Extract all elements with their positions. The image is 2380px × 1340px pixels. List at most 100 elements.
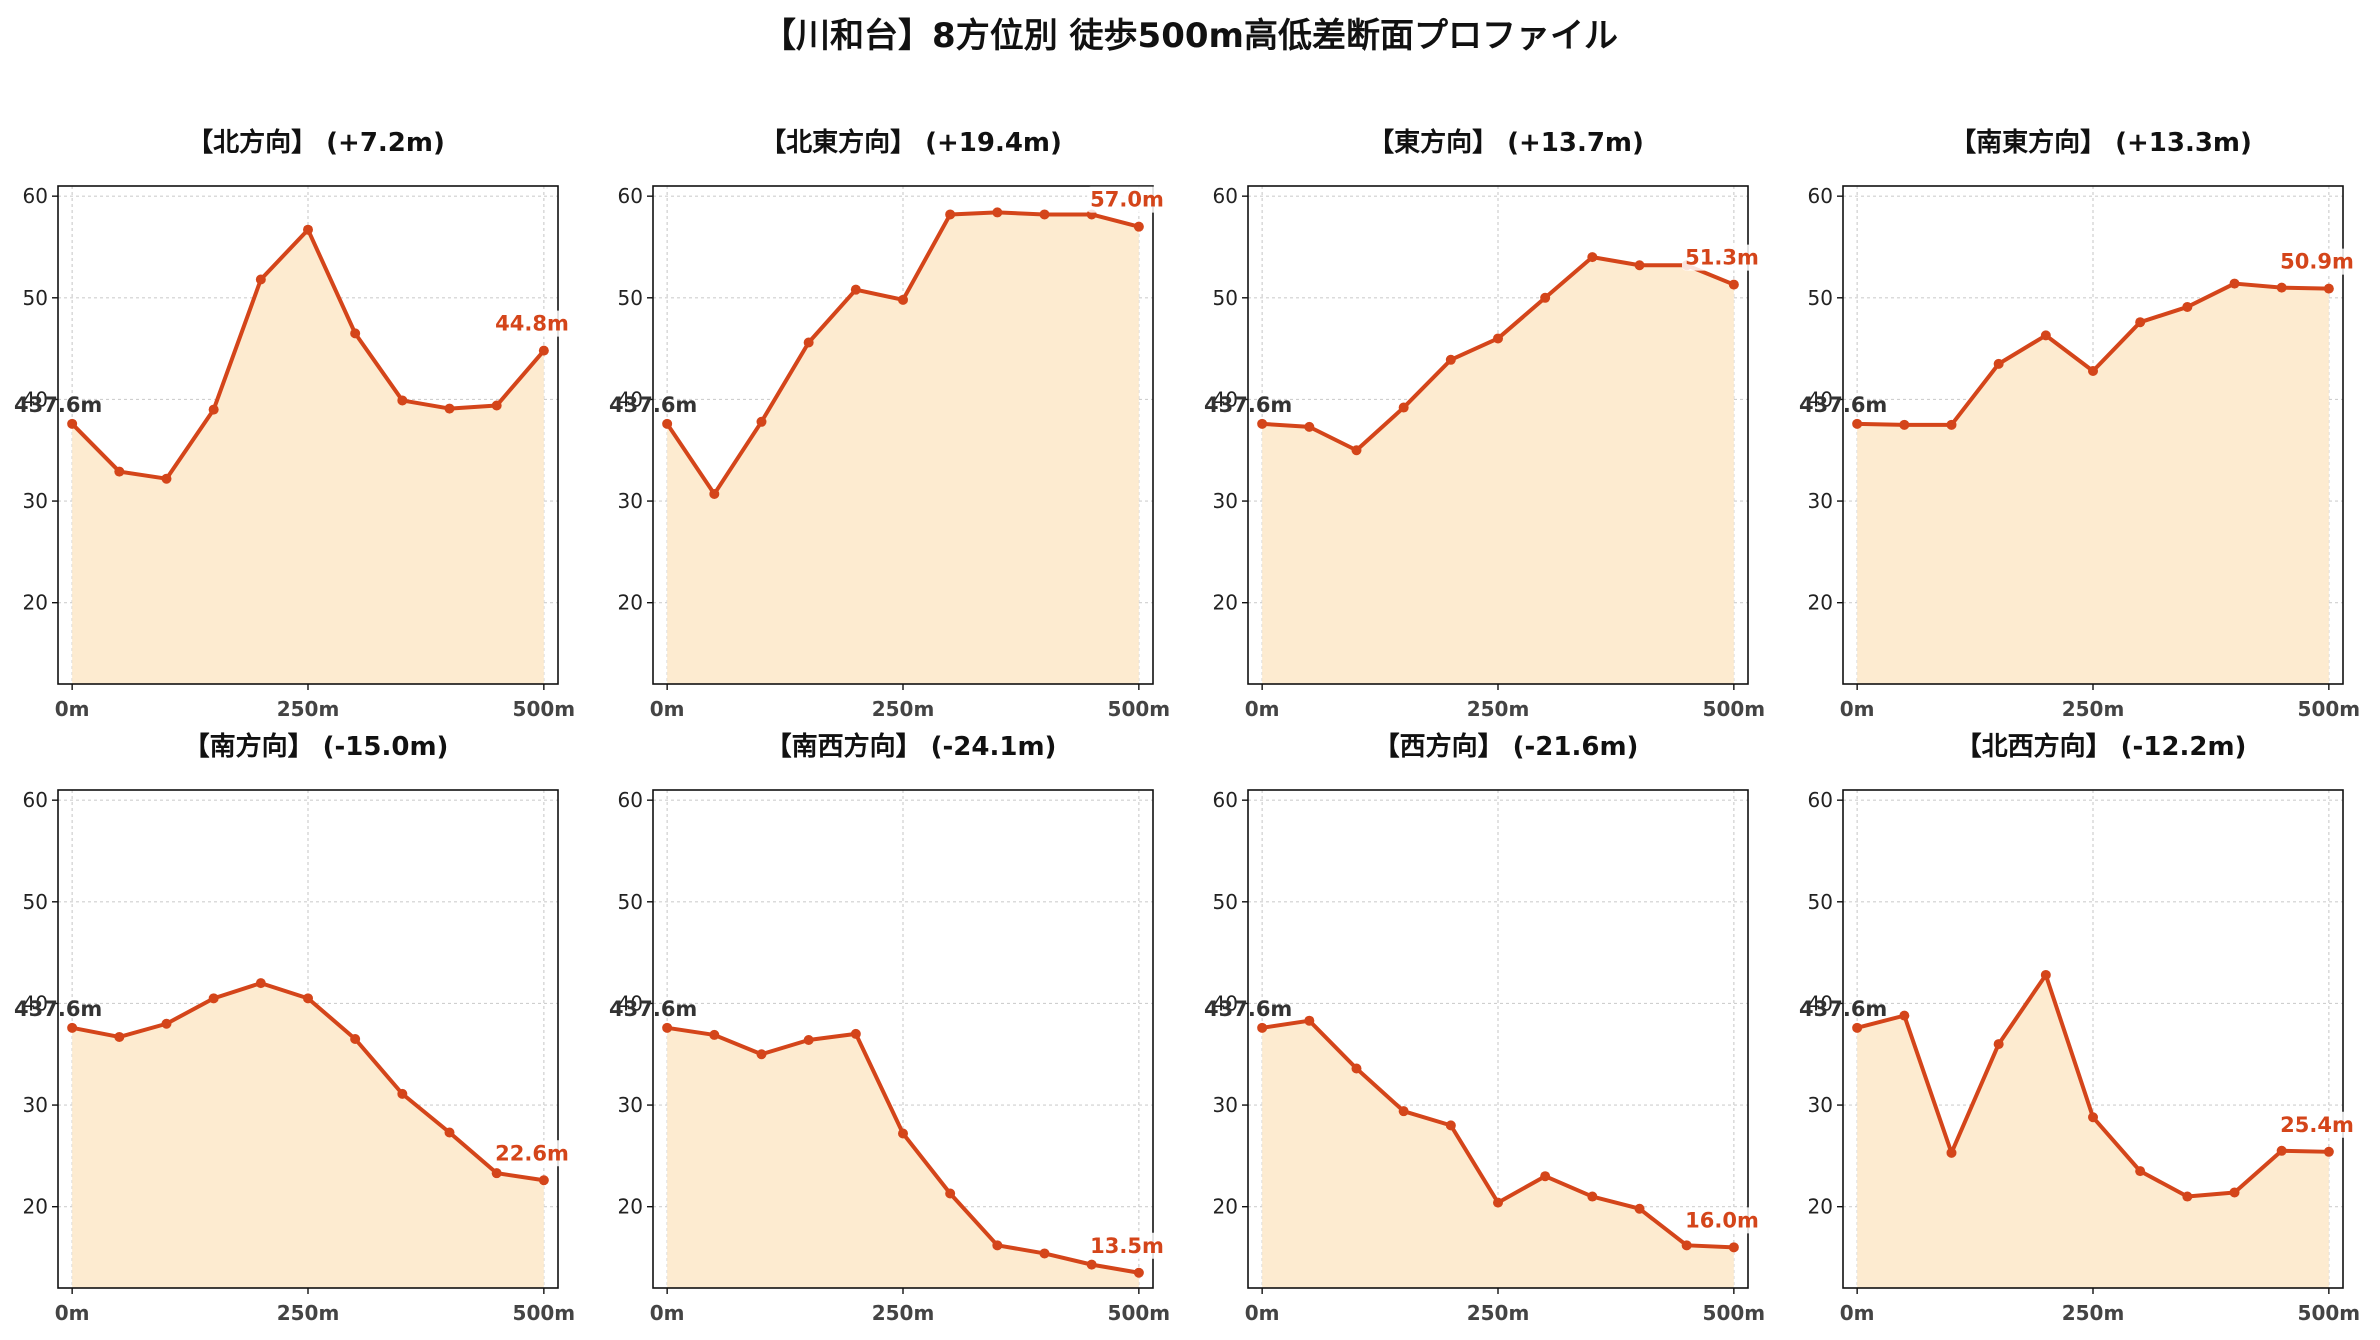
data-point	[945, 209, 956, 220]
data-point	[67, 1022, 78, 1033]
elevation-area	[1262, 1020, 1734, 1288]
end-label-box	[1682, 1207, 1762, 1234]
panel-title: 【北東方向】 (+19.4m)	[760, 128, 1062, 158]
data-point	[756, 1049, 767, 1060]
y-tick-label: 20	[618, 1195, 643, 1219]
data-point	[397, 1088, 408, 1099]
profile-chart-northwest: 20 30 40 50 60 0m 250m 500m 437.6m 25.4m	[1799, 788, 2359, 1325]
y-tick-label: 60	[23, 184, 48, 208]
y-tick-label: 50	[1213, 890, 1238, 914]
end-elevation-label: 57.0m	[1090, 188, 1164, 212]
data-point	[1634, 260, 1645, 271]
y-tick-label: 60	[1808, 788, 1833, 812]
data-point	[2135, 1166, 2146, 1177]
end-label-box	[2277, 248, 2357, 275]
data-point	[538, 1175, 549, 1186]
y-tick-label: 40	[23, 387, 48, 411]
start-elevation-label: 437.6m	[1204, 393, 1292, 417]
x-tick-label: 250m	[1467, 1301, 1530, 1325]
data-point	[208, 404, 219, 415]
data-point	[350, 1034, 361, 1044]
x-tick-label: 500m	[2298, 697, 2359, 721]
data-point	[1304, 1015, 1315, 1026]
data-point	[303, 224, 313, 235]
data-point	[1946, 419, 1957, 430]
data-point	[2323, 1146, 2334, 1157]
data-point	[1493, 333, 1503, 344]
data-point	[491, 400, 502, 411]
end-elevation-label: 50.9m	[2280, 250, 2354, 274]
x-tick-label: 250m	[1467, 697, 1530, 721]
data-point	[397, 395, 408, 406]
data-point	[303, 993, 313, 1004]
y-tick-label: 40	[618, 387, 643, 411]
data-point	[1587, 1191, 1598, 1202]
data-point	[1993, 1039, 2004, 1050]
data-point	[1351, 1063, 1362, 1074]
end-elevation-label: 44.8m	[495, 312, 569, 336]
data-point	[1540, 1171, 1551, 1182]
data-point	[114, 466, 125, 477]
data-point	[114, 1031, 125, 1042]
x-tick-label: 250m	[277, 697, 340, 721]
x-tick-label: 500m	[1703, 697, 1764, 721]
y-tick-label: 30	[1213, 489, 1238, 513]
data-point	[208, 993, 219, 1004]
x-tick-label: 250m	[872, 697, 935, 721]
chart-panel-east: 【東方向】 (+13.7m) 20 30 40 50 60 0m 250m 500m 437.6…	[1190, 122, 1764, 734]
data-point	[1398, 402, 1409, 413]
y-tick-label: 30	[23, 489, 48, 513]
elevation-area	[1262, 257, 1734, 684]
y-tick-label: 50	[1808, 890, 1833, 914]
x-tick-label: 0m	[650, 697, 685, 721]
data-point	[1133, 221, 1144, 232]
y-tick-label: 40	[1213, 387, 1238, 411]
data-point	[2040, 330, 2051, 341]
data-point	[444, 1127, 455, 1138]
y-tick-label: 30	[618, 1093, 643, 1117]
data-point	[1728, 1242, 1739, 1253]
data-point	[1852, 418, 1863, 429]
data-point	[350, 328, 361, 339]
y-tick-label: 30	[1808, 1093, 1833, 1117]
end-label-box	[492, 310, 572, 337]
data-point	[850, 1028, 861, 1039]
y-tick-label: 40	[23, 991, 48, 1015]
elevation-area	[72, 983, 544, 1288]
data-point	[2229, 278, 2240, 289]
x-tick-label: 0m	[1245, 697, 1280, 721]
y-tick-label: 20	[1213, 591, 1238, 615]
y-tick-label: 50	[1808, 286, 1833, 310]
profile-chart-south: 20 30 40 50 60 0m 250m 500m 437.6m 22.6m	[14, 788, 574, 1325]
x-tick-label: 500m	[1703, 1301, 1764, 1325]
elevation-area	[72, 229, 544, 685]
x-tick-label: 0m	[1245, 1301, 1280, 1325]
panel-title: 【北西方向】 (-12.2m)	[1955, 732, 2247, 762]
x-tick-label: 500m	[1108, 697, 1169, 721]
chart-panel-northeast: 【北東方向】 (+19.4m) 20 30 40 50 60 0m 250m 500m 437.…	[595, 122, 1169, 734]
chart-panel-west: 【西方向】 (-21.6m) 20 30 40 50 60 0m 250m 500m 437.6…	[1190, 726, 1764, 1338]
y-tick-label: 60	[1213, 788, 1238, 812]
y-tick-label: 40	[618, 991, 643, 1015]
data-point	[850, 284, 861, 295]
y-tick-label: 50	[1213, 286, 1238, 310]
data-point	[1540, 292, 1551, 303]
panel-title: 【南東方向】 (+13.3m)	[1950, 128, 2252, 158]
y-tick-label: 20	[1213, 1195, 1238, 1219]
chart-panel-southwest: 【南西方向】 (-24.1m) 20 30 40 50 60 0m 250m 500m 437.…	[595, 726, 1169, 1338]
data-point	[898, 294, 908, 305]
data-point	[1899, 419, 1910, 430]
elevation-area	[667, 1027, 1139, 1288]
panel-title: 【北方向】 (+7.2m)	[187, 128, 445, 158]
data-point	[444, 403, 455, 414]
data-point	[538, 345, 549, 356]
data-point	[992, 207, 1003, 218]
data-point	[1681, 1240, 1692, 1251]
chart-panel-north: 【北方向】 (+7.2m) 20 30 40 50 60 0m 250m 500m 437.6m…	[0, 122, 574, 734]
panel-title: 【南方向】 (-15.0m)	[183, 732, 449, 762]
y-tick-label: 60	[1213, 184, 1238, 208]
data-point	[1257, 1022, 1268, 1033]
x-tick-label: 0m	[1840, 1301, 1875, 1325]
start-elevation-label: 437.6m	[1799, 393, 1887, 417]
